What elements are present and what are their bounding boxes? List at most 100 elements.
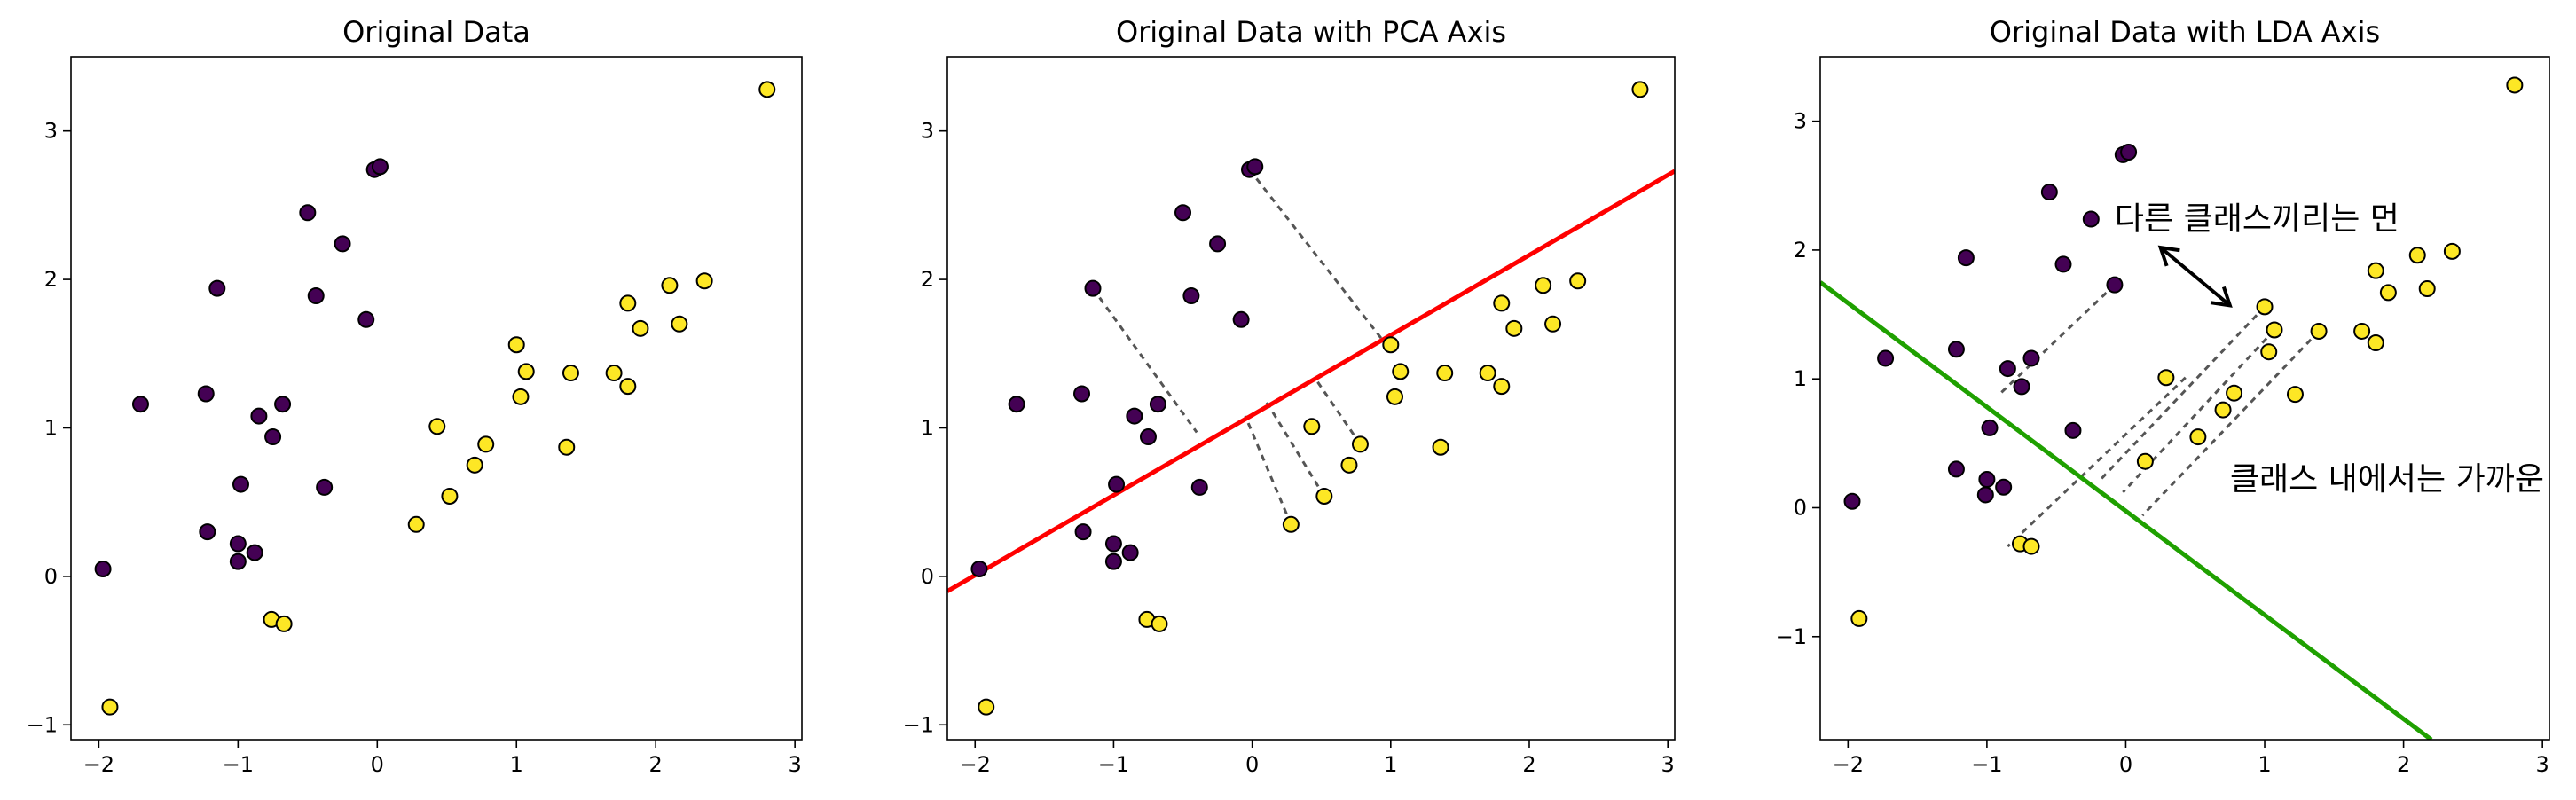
data-point [1843, 492, 1861, 510]
x-tick-label: 2 [649, 752, 663, 777]
y-tick-label: 2 [1794, 238, 1807, 263]
plot-area [947, 81, 1675, 716]
y-tick-label: 0 [921, 564, 934, 589]
data-point [1315, 487, 1333, 505]
data-point [1073, 385, 1091, 403]
projection-line [2007, 376, 2187, 548]
data-point [2120, 144, 2138, 161]
data-point [1340, 456, 1358, 474]
data-point [1479, 365, 1496, 382]
projection-line [1264, 400, 1326, 498]
data-point [1008, 396, 1025, 413]
data-point [2367, 334, 2384, 352]
data-point [229, 553, 247, 570]
data-point [199, 523, 216, 541]
data-point [1104, 553, 1122, 570]
subplot-1: Original Data −2 −1 0 1 2 3 −1 0 1 2 3 [27, 15, 803, 777]
data-point [562, 365, 579, 382]
arrow-head-end [2210, 286, 2233, 308]
data-point [2286, 386, 2304, 404]
data-point [978, 698, 995, 716]
data-point [2189, 428, 2207, 446]
data-point [619, 294, 637, 312]
data-point [1947, 460, 1965, 478]
annotation-text-1: 다른 클래스끼리는 먼 [2115, 201, 2399, 238]
data-point [1303, 418, 1321, 435]
data-point [232, 475, 249, 493]
data-point [1084, 279, 1102, 297]
x-tick-label: 0 [1245, 752, 1259, 777]
data-point [671, 315, 688, 333]
data-point [2022, 537, 2040, 555]
data-point [1108, 475, 1126, 493]
data-point [197, 385, 215, 403]
plot-area [94, 81, 776, 716]
data-point [758, 81, 776, 98]
data-point [1151, 615, 1168, 632]
data-point [661, 277, 679, 294]
data-point [307, 287, 325, 304]
x-tick-label: 1 [2258, 752, 2271, 777]
data-point [2054, 255, 2072, 273]
x-tick-label: 2 [2397, 752, 2410, 777]
data-point [2260, 343, 2278, 361]
data-point [1392, 363, 1410, 380]
x-tick-label: 1 [1384, 752, 1397, 777]
projection-line [1248, 169, 1394, 354]
data-point [334, 235, 351, 253]
data-point [229, 535, 247, 553]
data-point [1432, 438, 1449, 456]
data-point [1104, 535, 1122, 553]
y-tick-label: 3 [1794, 109, 1807, 134]
data-point [1351, 435, 1369, 453]
x-tick-label: 3 [1661, 752, 1675, 777]
x-tick-label: −2 [83, 752, 114, 777]
x-tick-label: 0 [2119, 752, 2132, 777]
data-point [1382, 336, 1400, 354]
x-tick-label: 3 [2536, 752, 2549, 777]
data-point [208, 279, 226, 297]
data-point [2379, 284, 2397, 302]
data-point [1631, 81, 1649, 98]
data-point [517, 363, 535, 380]
projection-line [1313, 376, 1362, 445]
x-tick-label: −1 [1098, 752, 1129, 777]
data-point [605, 365, 623, 382]
data-point [2040, 184, 2058, 201]
data-point [1535, 277, 1552, 294]
data-point [371, 158, 389, 176]
data-point [2013, 378, 2030, 396]
data-point [2214, 401, 2232, 419]
data-point [466, 456, 483, 474]
plot-frame [70, 56, 803, 741]
data-point [1190, 478, 1208, 496]
data-point [512, 388, 530, 405]
data-point [1126, 407, 1143, 425]
data-point [2367, 262, 2384, 279]
data-point [1493, 294, 1511, 312]
data-point [2022, 349, 2040, 367]
data-point [2064, 421, 2082, 439]
data-point [1505, 319, 1523, 337]
x-tick-label: −2 [960, 752, 991, 777]
arrow-head-start [2157, 245, 2180, 267]
annotation-text-2: 클래스 내에서는 가까운 [2230, 461, 2544, 498]
plot-frame [1819, 56, 2550, 741]
data-point [1976, 486, 1994, 504]
data-point [1074, 523, 1092, 541]
y-tick-label: 2 [44, 267, 58, 292]
y-tick-label: 1 [921, 415, 934, 440]
data-point [1850, 609, 1868, 627]
data-point [264, 428, 282, 446]
data-point [94, 561, 112, 577]
chart-title: Original Data [342, 15, 530, 49]
data-point [1544, 315, 1562, 333]
data-point [1957, 249, 1975, 267]
data-point [299, 204, 317, 222]
data-point [131, 396, 149, 413]
data-point [2266, 321, 2283, 339]
data-point [250, 407, 268, 425]
y-tick-label: 0 [1794, 495, 1807, 520]
x-tick-label: 1 [510, 752, 523, 777]
